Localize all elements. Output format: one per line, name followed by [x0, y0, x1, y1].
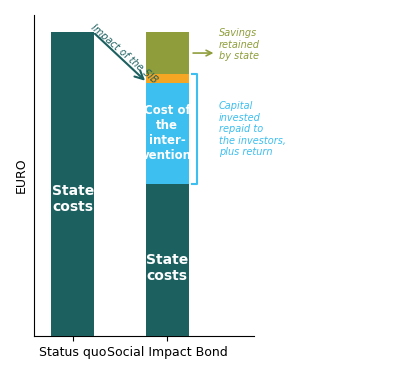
Y-axis label: EURO: EURO	[15, 158, 28, 193]
Text: Cost of
the
inter-
vention: Cost of the inter- vention	[142, 104, 192, 162]
Bar	[146, 74, 189, 83]
Text: State
costs: State costs	[146, 253, 188, 283]
Bar	[146, 32, 189, 74]
Text: Savings
retained
by state: Savings retained by state	[219, 28, 259, 61]
Text: Capital
invested
repaid to
the investors,
plus return: Capital invested repaid to the investors…	[219, 101, 286, 157]
Bar	[51, 32, 94, 336]
Text: Impact of the SIB: Impact of the SIB	[89, 22, 159, 85]
Bar	[146, 83, 189, 184]
Bar	[146, 184, 189, 336]
Text: State
costs: State costs	[52, 184, 94, 214]
